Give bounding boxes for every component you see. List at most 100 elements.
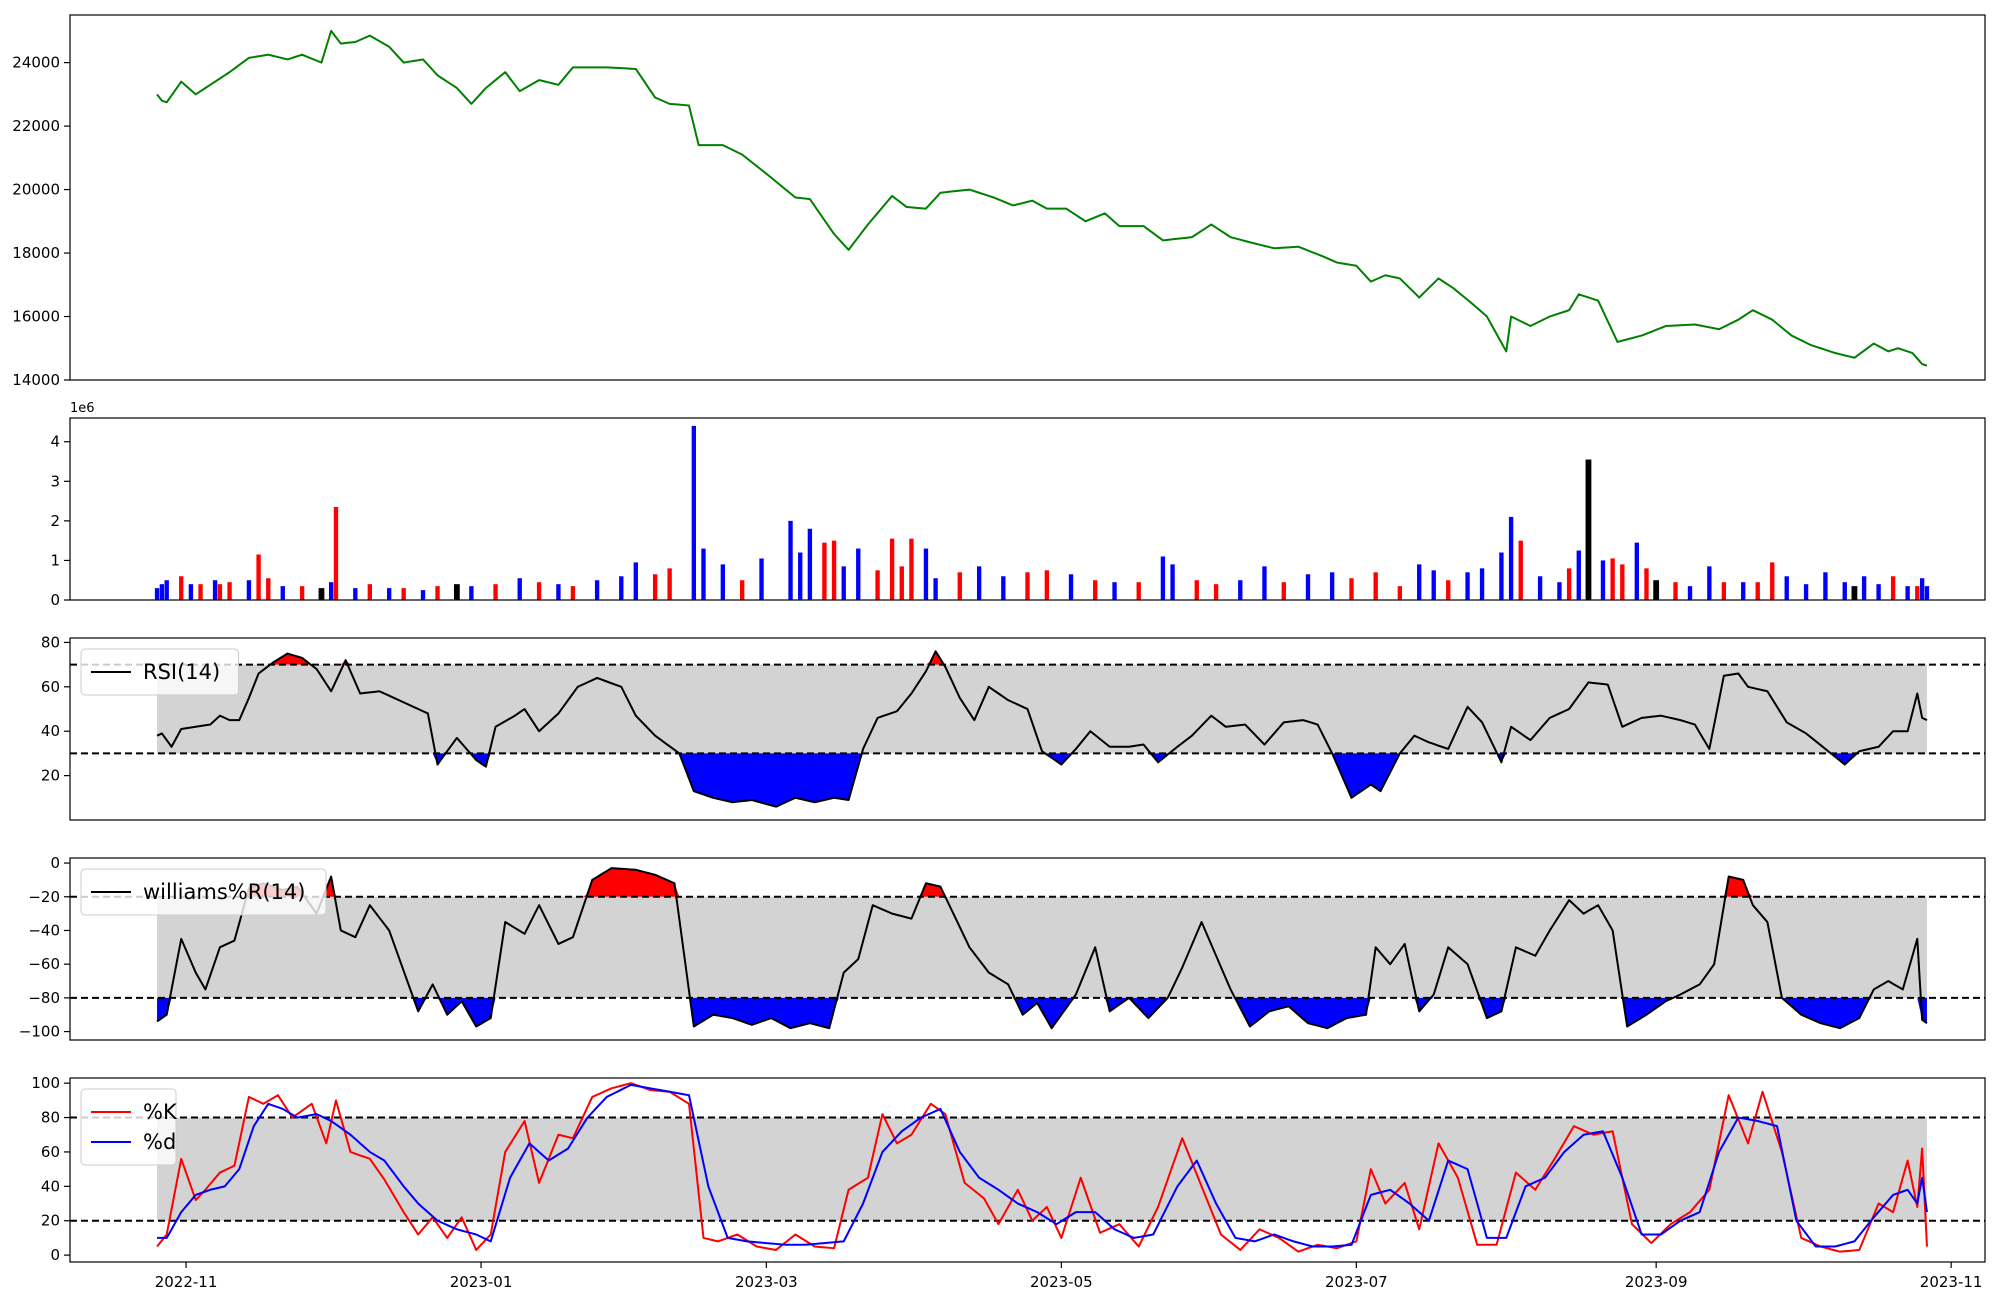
volume-bar — [536, 582, 542, 600]
x-tick-label: 2023-09 — [1625, 1273, 1688, 1291]
y-tick-label: 20 — [41, 767, 60, 785]
volume-bar — [493, 584, 498, 600]
volume-bar — [1610, 558, 1615, 600]
volume-bar — [435, 586, 440, 600]
legend-frame — [80, 868, 327, 916]
series-line-price — [156, 29, 1928, 367]
volume-bar — [899, 566, 904, 600]
volume-bar — [831, 540, 837, 600]
volume-bar — [1566, 568, 1572, 600]
volume-bar — [1194, 580, 1199, 600]
volume-bar — [957, 572, 962, 600]
volume-bar — [1305, 574, 1311, 600]
y-tick-label: 14000 — [12, 371, 60, 389]
volume-bar — [1803, 584, 1809, 600]
legend-frame — [80, 648, 239, 696]
volume-bar — [1755, 582, 1760, 600]
volume-bar — [856, 548, 861, 600]
legend: RSI(14) — [80, 648, 239, 696]
indicator-band — [157, 664, 1927, 754]
volume-bar — [720, 564, 726, 600]
volume-bar — [1634, 542, 1639, 600]
volume-bar — [1741, 582, 1746, 600]
legend-label: williams%R(14) — [143, 880, 305, 904]
volume-bar — [976, 566, 982, 600]
volume-bar — [401, 588, 406, 600]
volume-bar — [328, 582, 334, 600]
volume-bar — [318, 588, 325, 600]
volume-bar — [1508, 516, 1514, 600]
volume-bar — [333, 507, 339, 600]
volume-bar — [1576, 550, 1581, 600]
volume-bar — [164, 580, 169, 600]
volume-bar — [1585, 459, 1592, 600]
volume-bar — [1025, 572, 1030, 600]
volume-bar — [1446, 580, 1451, 600]
volume-bar — [1499, 552, 1504, 600]
y-tick-label: 80 — [41, 1109, 60, 1127]
volume-bar — [1620, 564, 1625, 600]
y-tick-label: 3 — [50, 472, 60, 490]
y-tick-label: −20 — [28, 888, 60, 906]
volume-bar — [1784, 576, 1789, 600]
volume-bar — [1644, 568, 1649, 600]
legend: %K %d — [80, 1088, 178, 1166]
volume-bar — [1213, 584, 1219, 600]
plot-area — [70, 650, 1985, 808]
volume-bar — [1068, 574, 1074, 600]
axes-frame — [69, 637, 1986, 821]
volume-bar — [667, 568, 672, 600]
volume-bar — [198, 584, 203, 600]
volume-bar — [1707, 566, 1712, 600]
legend-label: %d — [143, 1130, 176, 1154]
volume-bar — [266, 578, 271, 600]
volume-bar — [1262, 566, 1267, 600]
volume-bar — [188, 584, 194, 600]
y-tick-label: 16000 — [12, 308, 60, 326]
volume-bar — [633, 562, 638, 600]
volume-bar — [1876, 584, 1881, 600]
volume-bar — [807, 528, 813, 600]
volume-bar — [367, 584, 372, 600]
y-tick-label: 80 — [41, 633, 60, 651]
volume-bar — [875, 570, 880, 600]
volume-bar — [1170, 564, 1175, 600]
axis-offset-label: 1e6 — [70, 401, 95, 416]
volume-bar — [1329, 572, 1335, 600]
volume-bar — [1518, 540, 1523, 600]
volume-bar — [1687, 586, 1693, 600]
volume-bar — [1431, 570, 1436, 600]
y-tick-label: −100 — [19, 1023, 60, 1041]
volume-bar — [923, 548, 929, 600]
volume-bar — [1861, 576, 1867, 600]
volume-bar — [841, 566, 846, 600]
volume-bar — [652, 574, 658, 600]
volume-bar — [1112, 582, 1117, 600]
y-tick-label: 0 — [50, 1246, 60, 1264]
volume-bar — [1653, 580, 1660, 600]
volume-bar — [933, 578, 938, 600]
overbought-fill — [157, 651, 1927, 665]
y-tick-label: 0 — [50, 854, 60, 872]
volume-bar — [217, 584, 223, 600]
volume-bar — [1905, 586, 1910, 600]
y-tick-label: 2 — [50, 512, 60, 530]
x-tick-label: 2023-05 — [1030, 1273, 1093, 1291]
plot-area — [70, 1082, 1985, 1253]
volume-bar — [909, 538, 914, 600]
series-line--d — [157, 1083, 1928, 1248]
volume-bar — [1770, 562, 1775, 600]
series-line--k — [156, 1082, 1928, 1253]
volume-bar — [1044, 570, 1050, 600]
volume-bar — [1890, 576, 1896, 600]
volume-bar — [1479, 568, 1485, 600]
volume-bar — [1851, 586, 1858, 600]
volume-bar — [1417, 564, 1422, 600]
volume-bar — [1397, 586, 1403, 600]
volume-bar — [1238, 580, 1243, 600]
volume-bar — [889, 538, 895, 600]
x-tick-label: 2023-11 — [1920, 1273, 1983, 1291]
price-panel: 14000 16000 18000 20000 22000 24000 — [12, 14, 1986, 389]
volume-bar — [353, 588, 358, 600]
